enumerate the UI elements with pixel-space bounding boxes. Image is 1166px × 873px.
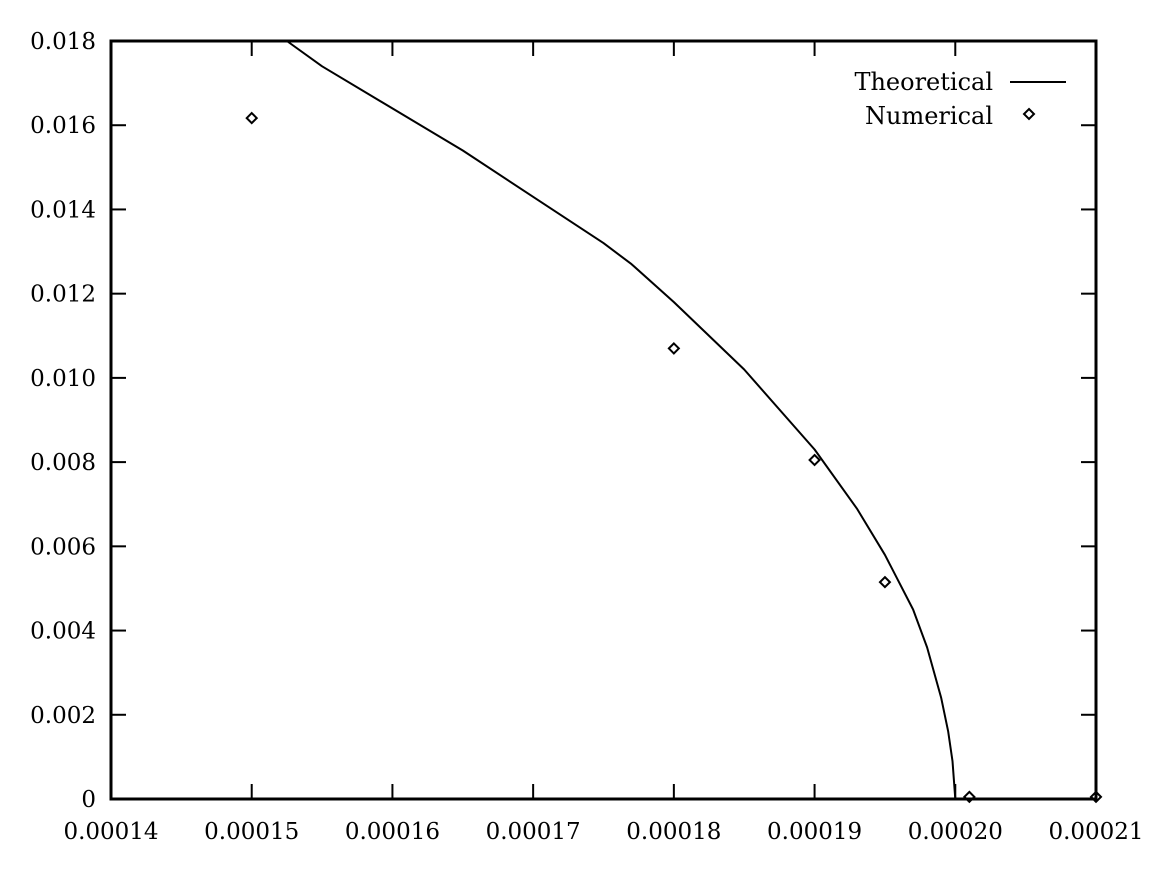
series-line-theoretical	[286, 40, 957, 800]
y-tick-label: 0.014	[30, 197, 96, 223]
x-tick-label: 0.00020	[908, 819, 1003, 845]
data-point-numerical	[808, 453, 821, 467]
x-tick-label: 0.00021	[1048, 819, 1143, 845]
y-tick-label: 0.016	[30, 113, 96, 139]
x-axis-tick-labels: 0.00014 0.00015 0.00016 0.00017 0.00018 0.000…	[63, 819, 1143, 845]
y-axis-tick-labels: 0 0.002 0.004 0.006 0.008 0.010 0.012 0.014 0.01…	[30, 29, 96, 813]
plot-frame	[109, 39, 1098, 801]
x-tick-label: 0.00018	[626, 819, 721, 845]
y-tick-label: 0.004	[30, 619, 96, 645]
x-tick-label: 0.00017	[486, 819, 581, 845]
y-tick-label: 0.018	[30, 29, 96, 55]
data-point-numerical	[962, 790, 976, 804]
y-tick-label: 0.012	[30, 282, 96, 308]
series-layer	[245, 40, 1103, 804]
y-tick-label: 0.002	[30, 703, 96, 729]
legend-swatch-numerical	[1022, 107, 1036, 121]
y-tick-label: 0.010	[30, 366, 96, 392]
x-tick-label: 0.00015	[204, 819, 299, 845]
x-tick-label: 0.00019	[767, 819, 862, 845]
legend-label-theoretical: Theoretical	[854, 68, 993, 96]
data-point-numerical	[878, 575, 892, 589]
data-point-numerical	[245, 111, 259, 125]
ticks-layer	[110, 40, 1097, 800]
x-tick-label: 0.00014	[63, 819, 158, 845]
legend: Theoretical Numerical	[854, 68, 1066, 130]
data-point-numerical	[1089, 790, 1103, 804]
y-tick-label: 0.008	[30, 450, 96, 476]
legend-label-numerical: Numerical	[865, 102, 993, 130]
x-tick-label: 0.00016	[345, 819, 440, 845]
y-tick-label: 0.006	[30, 534, 96, 560]
data-point-numerical	[667, 341, 681, 355]
y-tick-label: 0	[81, 787, 96, 813]
